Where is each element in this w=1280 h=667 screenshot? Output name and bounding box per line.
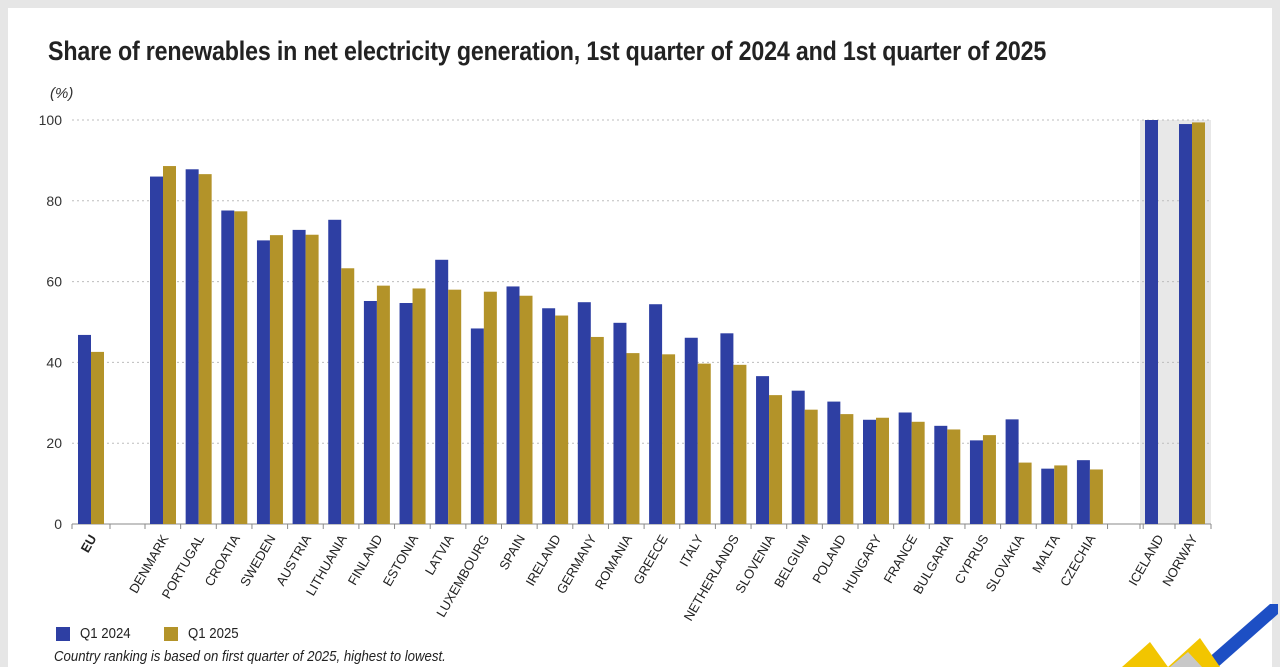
bar-czechia-q1-2024	[1076, 460, 1090, 524]
bar-sweden-q1-2024	[256, 240, 270, 524]
x-tick-label-eu: EU	[78, 532, 100, 555]
bar-latvia-q1-2024	[435, 259, 449, 524]
bar-germany-q1-2024	[577, 302, 591, 524]
bar-luxembourg-q1-2024	[470, 328, 484, 524]
bar-eu-q1-2024	[78, 334, 91, 524]
bar-croatia-q1-2024	[221, 210, 235, 524]
chart-panel: Share of renewables in net electricity g…	[8, 8, 1272, 667]
bar-france-q1-2025	[911, 421, 925, 524]
bar-netherlands-q1-2024	[720, 333, 734, 524]
y-tick-label-20: 20	[46, 435, 62, 451]
legend: Q1 2024 Q1 2025	[56, 625, 271, 642]
bar-greece-q1-2024	[649, 304, 663, 524]
bar-romania-q1-2024	[613, 322, 627, 524]
x-tick-label-greece: GREECE	[630, 532, 671, 587]
bar-cyprus-q1-2024	[969, 440, 983, 524]
x-tick-label-malta: MALTA	[1029, 532, 1063, 576]
bar-estonia-q1-2024	[399, 303, 413, 524]
bar-slovakia-q1-2025	[1018, 462, 1032, 524]
x-tick-label-finland: FINLAND	[345, 532, 386, 588]
bar-malta-q1-2024	[1041, 468, 1055, 524]
bar-czechia-q1-2025	[1089, 469, 1103, 524]
y-tick-label-80: 80	[46, 193, 62, 209]
legend-item-q1-2024: Q1 2024	[56, 625, 138, 642]
eurostat-logo-icon	[1122, 604, 1278, 667]
bar-finland-q1-2025	[376, 285, 390, 524]
bar-bulgaria-q1-2024	[934, 425, 948, 524]
y-tick-label-40: 40	[46, 354, 62, 370]
footnote: Country ranking is based on first quarte…	[54, 648, 446, 665]
bar-greece-q1-2025	[662, 354, 676, 524]
x-tick-label-spain: SPAIN	[496, 532, 528, 572]
x-tick-label-cyprus: CYPRUS	[951, 532, 991, 587]
x-tick-label-estonia: ESTONIA	[380, 532, 422, 589]
bar-france-q1-2024	[898, 412, 912, 524]
bar-eu-q1-2025	[91, 351, 104, 524]
bar-austria-q1-2025	[305, 234, 319, 524]
bar-belgium-q1-2025	[804, 409, 818, 524]
bar-portugal-q1-2025	[198, 174, 212, 525]
bar-norway-q1-2024	[1179, 124, 1192, 524]
bar-italy-q1-2024	[684, 337, 698, 524]
legend-label-q1-2024: Q1 2024	[80, 625, 131, 642]
legend-item-q1-2025: Q1 2025	[163, 625, 246, 642]
bar-romania-q1-2025	[626, 353, 640, 524]
bar-hungary-q1-2025	[876, 417, 889, 524]
legend-swatch-q1-2024	[56, 626, 70, 641]
legend-label-q1-2025: Q1 2025	[187, 625, 239, 642]
bar-ireland-q1-2025	[555, 315, 569, 524]
bar-slovakia-q1-2024	[1005, 419, 1019, 524]
x-tick-label-ireland: IRELAND	[523, 532, 564, 588]
bar-spain-q1-2025	[519, 295, 533, 524]
legend-swatch-q1-2025	[163, 626, 178, 641]
bar-cyprus-q1-2025	[982, 435, 996, 524]
bar-lithuania-q1-2024	[328, 219, 342, 524]
x-tick-label-belgium: BELGIUM	[771, 532, 813, 590]
y-tick-label-60: 60	[46, 274, 62, 290]
bar-finland-q1-2024	[363, 300, 377, 524]
y-tick-label-0: 0	[54, 516, 62, 532]
bar-estonia-q1-2025	[412, 288, 426, 524]
bar-spain-q1-2024	[506, 286, 520, 524]
bar-netherlands-q1-2025	[733, 364, 747, 524]
bar-latvia-q1-2025	[448, 289, 462, 524]
bar-luxembourg-q1-2025	[483, 291, 497, 524]
bar-slovenia-q1-2025	[769, 395, 783, 524]
chart-title: Share of renewables in net electricity g…	[48, 36, 1047, 66]
bar-norway-q1-2025	[1192, 122, 1205, 524]
bar-croatia-q1-2025	[234, 211, 248, 524]
bar-hungary-q1-2024	[863, 419, 876, 524]
bar-slovenia-q1-2024	[756, 376, 770, 524]
bar-denmark-q1-2025	[163, 166, 176, 524]
bar-germany-q1-2025	[590, 336, 604, 524]
bar-portugal-q1-2024	[185, 169, 199, 524]
y-tick-label-100: 100	[39, 112, 63, 128]
bar-austria-q1-2024	[292, 229, 306, 524]
bar-denmark-q1-2024	[150, 176, 163, 524]
x-tick-label-latvia: LATVIA	[422, 532, 457, 578]
x-tick-label-czechia: CZECHIA	[1057, 532, 1099, 589]
bar-lithuania-q1-2025	[341, 268, 355, 524]
bar-italy-q1-2025	[697, 363, 711, 524]
bar-poland-q1-2024	[827, 401, 841, 524]
x-tick-label-italy: ITALY	[676, 532, 706, 569]
bar-ireland-q1-2024	[542, 308, 556, 524]
y-axis-unit-label: (%)	[50, 85, 74, 102]
x-tick-label-france: FRANCE	[881, 532, 921, 586]
bar-malta-q1-2025	[1054, 465, 1068, 524]
bar-belgium-q1-2024	[791, 390, 805, 524]
bar-sweden-q1-2025	[269, 235, 283, 524]
x-tick-label-poland: POLAND	[809, 532, 849, 586]
bar-poland-q1-2025	[840, 414, 854, 524]
bar-bulgaria-q1-2025	[947, 429, 961, 524]
bar-iceland-q1-2024	[1145, 120, 1158, 524]
